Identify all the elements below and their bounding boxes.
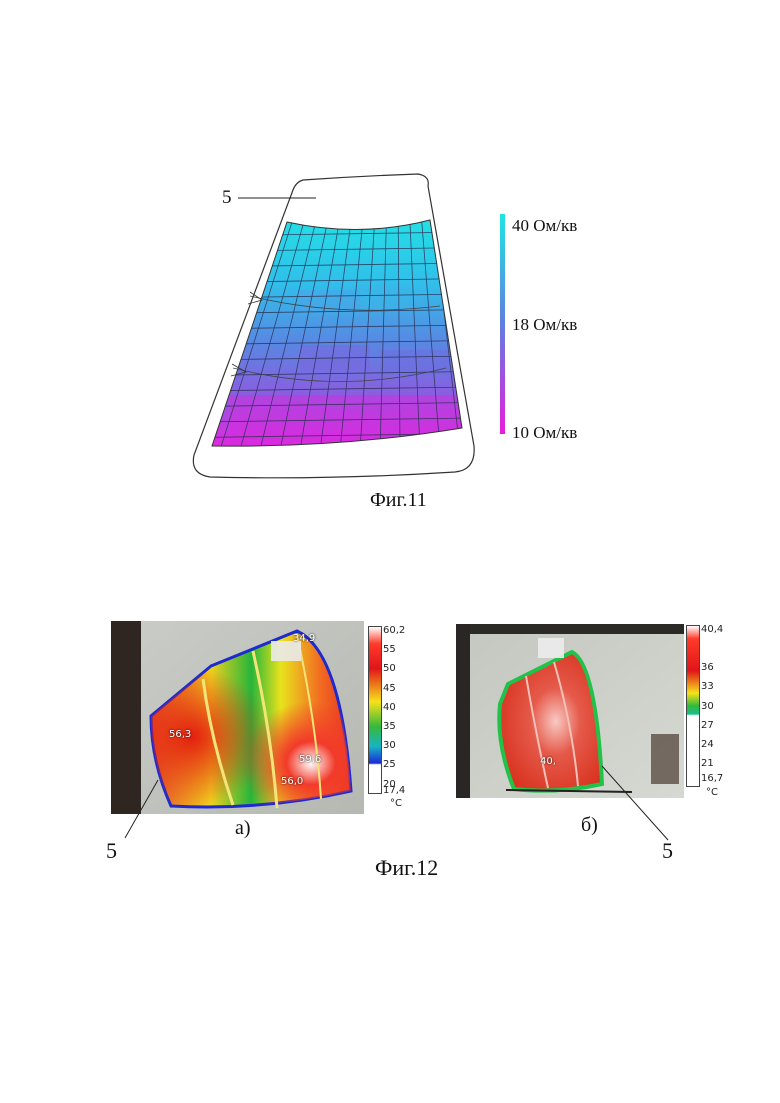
tick-b4: 27	[701, 716, 723, 735]
temp-scale-b-ticks: 40,4 36 33 30 27 24 21	[701, 620, 723, 773]
unit-a: °C	[390, 798, 402, 809]
fig12-a-sublabel: а)	[235, 817, 251, 840]
scale-label-bottom: 10 Ом/кв	[512, 423, 577, 443]
temp-point-a4: 56,0	[281, 776, 303, 787]
fig11-ref-label: 5	[222, 187, 232, 209]
temp-scale-a	[368, 626, 382, 794]
tick-a2: 50	[383, 659, 405, 678]
tick-b3: 30	[701, 697, 723, 716]
thermal-image-b: 40,	[456, 624, 684, 798]
unit-b: °C	[706, 787, 718, 798]
temp-point-a2: 56,3	[169, 729, 191, 740]
tick-a6: 30	[383, 736, 405, 755]
tick-b5: 24	[701, 735, 723, 754]
temp-scale-a-ticks: 60,2 55 50 45 40 35 30 25 20	[383, 621, 405, 794]
tick-a0: 60,2	[383, 621, 405, 640]
fig12-caption: Фиг.12	[375, 855, 438, 881]
fig12-b-ref-label: 5	[662, 838, 673, 864]
resistance-scale-bar	[500, 214, 505, 434]
fig12-b-sublabel: б)	[581, 814, 598, 837]
tick-a1: 55	[383, 640, 405, 659]
scale-label-top: 40 Ом/кв	[512, 216, 577, 236]
fig11-caption: Фиг.11	[370, 489, 427, 512]
temp-point-a3: 59,6	[299, 754, 321, 765]
temp-scale-b	[686, 625, 700, 787]
tick-b2: 33	[701, 677, 723, 696]
scale-label-mid: 18 Ом/кв	[512, 315, 577, 335]
thermal-image-a: 34,9 56,3 59,6 56,0	[111, 621, 364, 814]
tick-a9: 17,4	[383, 785, 405, 796]
tick-b6: 21	[701, 754, 723, 773]
fig12-a-ref-label: 5	[106, 838, 117, 864]
tick-a3: 45	[383, 679, 405, 698]
temp-point-a1: 34,9	[293, 633, 315, 644]
tick-b1: 36	[701, 658, 723, 677]
tick-b-gap	[701, 639, 723, 658]
tick-a7: 25	[383, 755, 405, 774]
tick-a5: 35	[383, 717, 405, 736]
tick-b0: 40,4	[701, 620, 723, 639]
temp-point-b1: 40,	[540, 756, 556, 767]
tick-a4: 40	[383, 698, 405, 717]
tick-b7: 16,7	[701, 773, 723, 784]
